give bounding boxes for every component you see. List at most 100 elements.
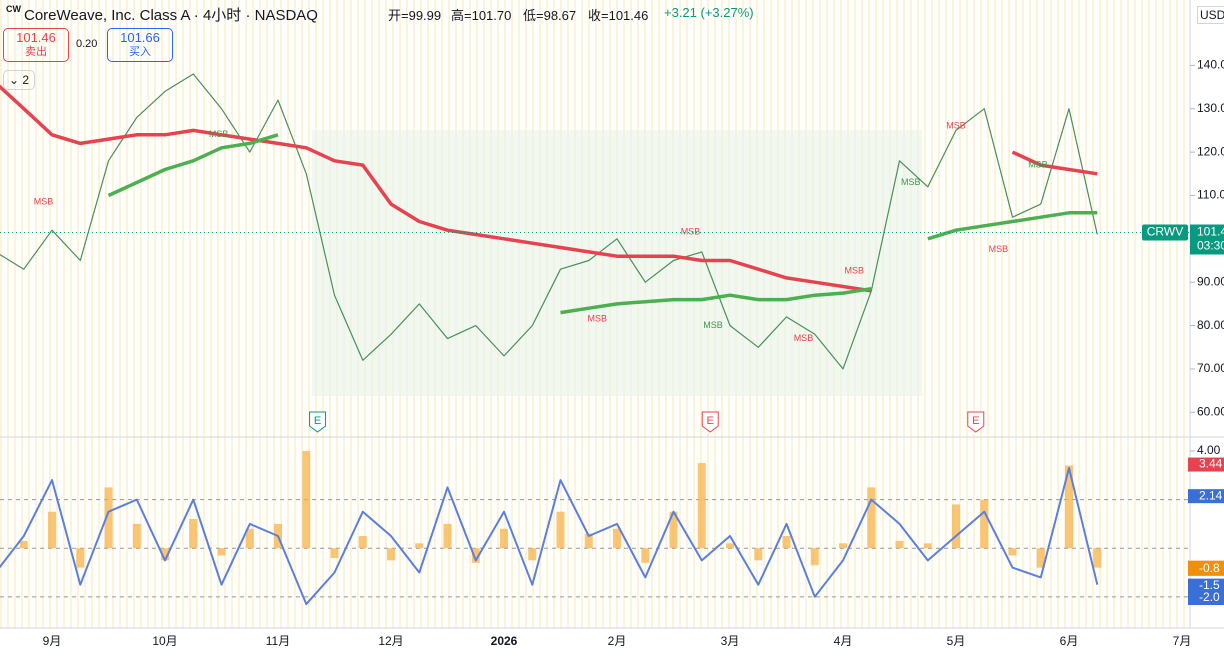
histogram-bar bbox=[613, 528, 621, 549]
low: 低=98.67 bbox=[523, 8, 577, 23]
symbol-title[interactable]: CoreWeave, Inc. Class A · 4小时 · NASDAQ bbox=[24, 7, 318, 24]
price-tag-label: 101.4 bbox=[1197, 225, 1224, 239]
y-tick-label: 110.00 bbox=[1197, 188, 1224, 202]
buy-button[interactable]: 101.66 买入 bbox=[107, 28, 173, 62]
value-tag-label: -1.5 bbox=[1199, 578, 1220, 592]
y-tick-label: 140.00 bbox=[1197, 58, 1224, 72]
earnings-marker bbox=[701, 411, 719, 433]
histogram-bar bbox=[19, 540, 28, 549]
value-tag bbox=[1188, 591, 1224, 606]
currency[interactable]: USD bbox=[1197, 6, 1224, 24]
value-tag-label: 2.14 bbox=[1199, 488, 1223, 502]
histogram-bar bbox=[1065, 465, 1073, 549]
open: 开=99.99 bbox=[388, 8, 442, 23]
y-tick-label: 70.00 bbox=[1197, 361, 1224, 375]
earnings-marker bbox=[967, 411, 985, 433]
x-tick-label: 12月 bbox=[378, 634, 403, 648]
change: +3.21 (+3.27%) bbox=[664, 5, 754, 20]
histogram-bar bbox=[556, 511, 565, 549]
value-tag bbox=[1188, 578, 1224, 593]
histogram-bar bbox=[1036, 548, 1045, 568]
histogram-bar bbox=[895, 540, 904, 549]
close: 收=101.46 bbox=[588, 8, 649, 23]
msb-label: MSB bbox=[845, 266, 865, 276]
x-tick-label: 2月 bbox=[608, 634, 627, 648]
earnings-marker bbox=[309, 411, 327, 433]
buy-label: 买入 bbox=[129, 46, 151, 58]
x-tick-label: 6月 bbox=[1060, 634, 1079, 648]
price-tag-time: 03:30 bbox=[1197, 239, 1224, 253]
msb-label: MSB bbox=[989, 244, 1009, 254]
msb-label: MSB bbox=[703, 320, 723, 330]
histogram-bar bbox=[782, 536, 791, 549]
x-tick-label: 4月 bbox=[834, 634, 853, 648]
profile-range bbox=[312, 130, 922, 396]
price-line bbox=[0, 84, 1098, 293]
histogram-bar bbox=[358, 536, 367, 549]
high: 高=101.70 bbox=[451, 8, 512, 23]
value-tag bbox=[1188, 457, 1224, 472]
histogram-bar bbox=[245, 528, 254, 549]
value-tag-label: -2.0 bbox=[1199, 590, 1220, 604]
msb-label: MSB bbox=[1028, 159, 1048, 169]
msb-label: MSB bbox=[901, 177, 921, 187]
histogram-bar bbox=[500, 528, 508, 549]
price-line bbox=[107, 133, 1098, 315]
value-tag-label: -0.8 bbox=[1199, 561, 1220, 575]
msb-label: MSB bbox=[587, 313, 607, 323]
histogram-bar bbox=[443, 523, 452, 549]
msb-label: MSB bbox=[681, 227, 701, 237]
histogram-bar bbox=[584, 533, 593, 549]
x-tick-label: 2026 bbox=[491, 634, 518, 648]
histogram-bar bbox=[1008, 548, 1017, 556]
x-tick-label: 7月 bbox=[1173, 634, 1192, 648]
symbol-tag bbox=[1142, 224, 1188, 241]
y-tick-label: 90.00 bbox=[1197, 274, 1224, 288]
x-tick-label: 5月 bbox=[947, 634, 966, 648]
y-tick-label: 80.00 bbox=[1197, 318, 1224, 332]
histogram-bar bbox=[48, 511, 56, 549]
sell-button[interactable]: 101.46 卖出 bbox=[3, 28, 69, 62]
histogram-bar bbox=[217, 548, 226, 556]
histogram-bar bbox=[528, 548, 537, 561]
histogram-bar bbox=[161, 548, 169, 561]
x-tick-label: 9月 bbox=[43, 634, 62, 648]
histogram-bar bbox=[1093, 548, 1102, 568]
logo: CW bbox=[6, 4, 21, 14]
value-tag bbox=[1188, 561, 1224, 576]
histogram-bar bbox=[867, 487, 876, 549]
histogram-bar bbox=[952, 504, 960, 549]
msb-label: MSB bbox=[209, 129, 229, 139]
histogram-bar bbox=[471, 548, 480, 563]
histogram-bar bbox=[132, 523, 141, 549]
earnings-label: E bbox=[314, 415, 321, 427]
indicator-count: 2 bbox=[22, 73, 30, 87]
x-tick-label: 3月 bbox=[721, 634, 740, 648]
earnings-label: E bbox=[972, 415, 979, 427]
spread: 0.20 bbox=[76, 38, 98, 50]
msb-label: MSB bbox=[946, 120, 966, 130]
histogram-bar bbox=[839, 543, 847, 549]
y-tick-label: 4.00 bbox=[1197, 443, 1221, 457]
histogram-bar bbox=[302, 450, 311, 549]
histogram-bar bbox=[810, 548, 819, 566]
earnings-label: E bbox=[707, 415, 714, 427]
oscillator-line bbox=[0, 467, 1099, 606]
histogram-bar bbox=[923, 543, 932, 549]
sell-label: 卖出 bbox=[25, 46, 47, 58]
msb-label: MSB bbox=[794, 333, 814, 343]
x-tick-label: 10月 bbox=[152, 634, 177, 648]
histogram-bar bbox=[415, 543, 424, 549]
histogram-bar bbox=[189, 519, 198, 549]
histogram-bar bbox=[754, 548, 763, 561]
histogram-bar bbox=[330, 548, 339, 558]
histogram-bar bbox=[697, 463, 706, 549]
y-tick-label: 120.00 bbox=[1197, 144, 1224, 158]
histogram-bar bbox=[387, 548, 395, 561]
value-tag bbox=[1188, 489, 1224, 504]
sell-price: 101.46 bbox=[16, 30, 56, 45]
histogram-bar bbox=[980, 499, 989, 549]
indicator-toggle[interactable]: ⌄ 2 bbox=[3, 70, 35, 90]
